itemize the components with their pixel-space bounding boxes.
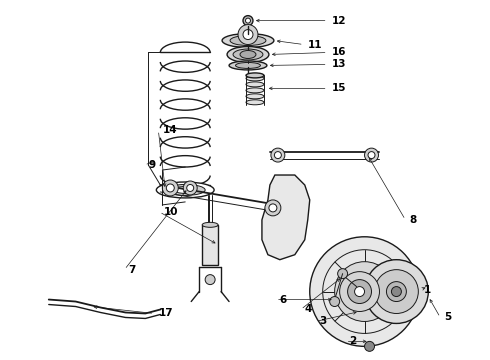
Circle shape (162, 180, 178, 196)
Circle shape (245, 18, 250, 23)
Circle shape (205, 275, 215, 285)
Text: 4: 4 (305, 305, 312, 315)
Text: 5: 5 (444, 312, 451, 323)
Text: 16: 16 (332, 48, 346, 58)
Circle shape (365, 148, 378, 162)
Polygon shape (262, 175, 310, 260)
Circle shape (243, 15, 253, 26)
Ellipse shape (246, 82, 264, 87)
Ellipse shape (230, 36, 266, 45)
Circle shape (338, 269, 347, 279)
Text: 9: 9 (148, 160, 155, 170)
Text: 11: 11 (308, 40, 322, 50)
Circle shape (387, 282, 406, 302)
Circle shape (374, 270, 418, 314)
Text: 6: 6 (280, 294, 287, 305)
Circle shape (183, 181, 197, 195)
Circle shape (238, 24, 258, 45)
Ellipse shape (222, 33, 274, 48)
Ellipse shape (236, 62, 261, 68)
Circle shape (271, 148, 285, 162)
Text: 7: 7 (128, 265, 136, 275)
Text: 15: 15 (332, 84, 346, 93)
Circle shape (187, 184, 194, 192)
Circle shape (368, 152, 375, 159)
Circle shape (274, 152, 281, 159)
Ellipse shape (227, 46, 269, 62)
Ellipse shape (202, 222, 218, 227)
Circle shape (310, 237, 419, 346)
Circle shape (360, 287, 369, 297)
Circle shape (166, 184, 174, 192)
Circle shape (355, 282, 374, 302)
Ellipse shape (246, 73, 264, 78)
Circle shape (330, 297, 340, 306)
Circle shape (365, 260, 428, 323)
Text: 17: 17 (158, 309, 173, 319)
Circle shape (243, 30, 253, 40)
Circle shape (355, 287, 365, 297)
Circle shape (347, 280, 371, 303)
Ellipse shape (233, 49, 263, 60)
Text: 1: 1 (424, 284, 432, 294)
Ellipse shape (156, 182, 214, 198)
Circle shape (265, 200, 281, 216)
Text: 12: 12 (332, 15, 346, 26)
Ellipse shape (246, 88, 264, 93)
Ellipse shape (246, 100, 264, 105)
Ellipse shape (240, 50, 256, 58)
Text: 8: 8 (409, 215, 416, 225)
Circle shape (335, 262, 394, 321)
Circle shape (340, 272, 379, 311)
Circle shape (269, 204, 277, 212)
Ellipse shape (174, 186, 196, 193)
Text: 3: 3 (319, 316, 327, 327)
Ellipse shape (246, 94, 264, 99)
Bar (202, 225, 218, 265)
Ellipse shape (229, 61, 267, 70)
Ellipse shape (165, 184, 205, 195)
Circle shape (392, 287, 401, 297)
Text: 2: 2 (349, 336, 357, 346)
Ellipse shape (246, 76, 264, 81)
Circle shape (346, 274, 383, 310)
Text: 10: 10 (163, 207, 178, 217)
Text: 14: 14 (162, 125, 177, 135)
Text: 13: 13 (332, 59, 346, 69)
Circle shape (365, 341, 374, 351)
